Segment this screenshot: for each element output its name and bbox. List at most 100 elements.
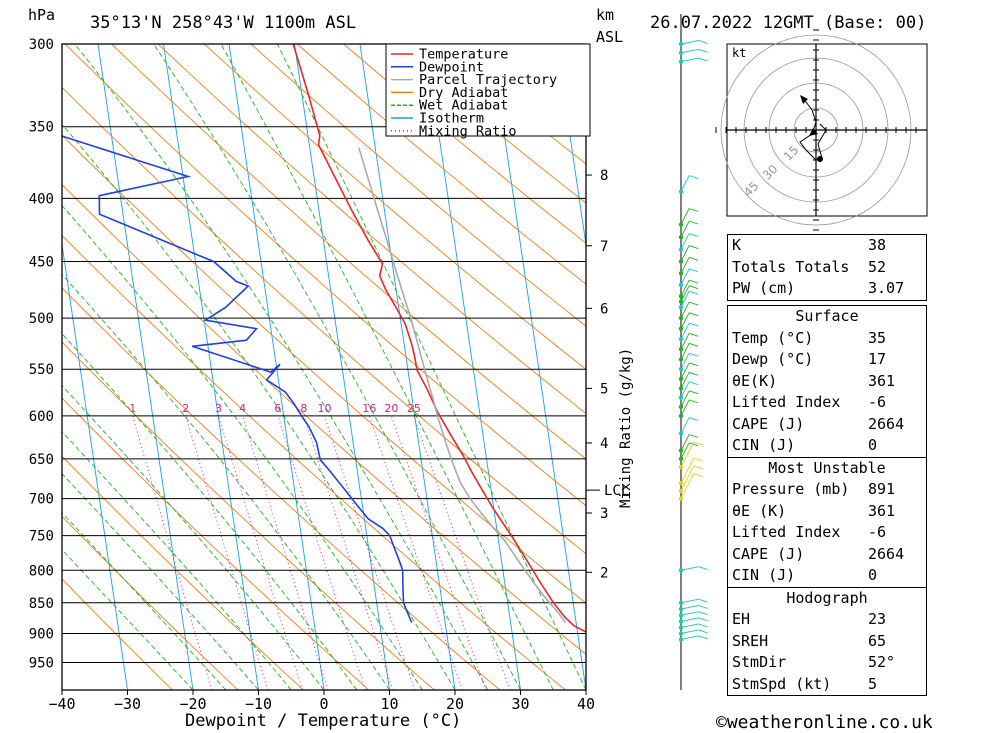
wind-barb-staff (680, 617, 699, 622)
wind-barb-flag (698, 617, 708, 622)
pressure-tick-label: 650 (29, 452, 54, 468)
wet-adiabat-line (153, 44, 521, 690)
pressure-tick-label: 700 (29, 492, 54, 508)
wind-barb-staff (680, 268, 690, 286)
wind-barb-flag (689, 312, 699, 317)
wind-barb-staff (680, 312, 690, 329)
wind-barb-flag (689, 381, 699, 386)
wind-barb-staff (680, 417, 690, 434)
km-axis: 8 7 6 5 4 3 2 LCL (586, 168, 629, 581)
wind-barb-staff (680, 623, 699, 628)
legend-label: Wet Adiabat (419, 98, 508, 114)
dry-adiabat-line (62, 397, 370, 690)
legend-label: Temperature (419, 47, 508, 63)
wind-barb-flag (698, 635, 708, 640)
surface-row: Temp (°C) 35 (732, 328, 887, 347)
surface-panel: Surface Temp (°C) 35 Dewp (°C) 17 θE(K) 361… (727, 305, 927, 696)
isotherm-line (97, 44, 194, 690)
wind-barb-staff (680, 343, 690, 360)
wet-adiabat-line (62, 273, 390, 690)
wet-adiabat-line (276, 44, 586, 690)
mixing-ratio-labels: 1 2 3 4 6 8 10 16 20 25 (129, 402, 421, 415)
pressure-tick-label: 600 (29, 409, 54, 425)
wind-barb-staff (680, 473, 695, 499)
dry-adiabat-line (62, 341, 435, 690)
series-line-parcel-trajectory (358, 147, 567, 624)
wind-barb-flag (689, 256, 699, 261)
km-tick-label: 4 (600, 436, 608, 452)
isotherm-line (62, 241, 128, 690)
mixing-ratio-line (390, 415, 487, 690)
wind-barb-flag (689, 352, 699, 357)
dry-adiabat-line (250, 44, 586, 327)
wind-barb-flag (693, 473, 703, 478)
pressure-unit-label: hPa (28, 6, 55, 24)
km-tick-label: 2 (600, 565, 608, 581)
wind-barb-flag (689, 399, 699, 404)
mixing-ratio-line (242, 415, 329, 690)
km-tick-label: 3 (600, 506, 608, 522)
wet-adiabat-line (62, 333, 358, 690)
wind-barb-flag (689, 332, 699, 337)
wind-barb-staff (680, 333, 690, 350)
pressure-tick-label: 950 (29, 655, 54, 671)
surface-row: CAPE (J) 2664 (732, 414, 905, 433)
wind-barb-flag (689, 342, 699, 347)
wind-barb-staff (680, 322, 690, 340)
isotherm-line (294, 44, 390, 690)
mixing-ratio-axis-label: Mixing Ratio (g/kg) (618, 348, 634, 508)
mixing-ratio-label: 8 (300, 402, 307, 415)
isotherm-line (163, 44, 259, 690)
mixing-ratio-label: 20 (384, 402, 398, 415)
series-line-temperature (292, 44, 586, 633)
km-tick-label: 7 (600, 239, 608, 255)
hodograph-unit-label: kt (732, 46, 746, 60)
most-unstable-title: Most Unstable (728, 456, 926, 480)
wind-barb-flag (693, 457, 703, 462)
wind-barb-flag (693, 465, 703, 470)
wind-barb-staff (680, 245, 690, 262)
dry-adiabat-line (62, 86, 586, 555)
wind-barb-staff (680, 233, 690, 250)
index-row-pw: PW (cm) 3.07 (732, 279, 905, 297)
wind-barb-staff (680, 48, 699, 54)
wind-barb-staff (680, 39, 699, 45)
wind-barb-staff (680, 457, 695, 484)
wind-barb-flag (689, 301, 699, 306)
surface-row: θE(K) 361 (732, 371, 896, 390)
isotherm-line (490, 44, 586, 690)
lcl-label: LCL (604, 483, 629, 499)
wind-barb-flag (689, 279, 699, 284)
wet-adiabat-line (62, 204, 423, 690)
x-tick-label: 20 (446, 695, 464, 713)
pressure-tick-label: 550 (29, 362, 54, 378)
wind-barb-staff (680, 441, 695, 468)
dry-adiabat-line (204, 44, 586, 370)
surface-row: CIN (J) 0 (732, 436, 878, 454)
wind-barb-flag (698, 48, 708, 53)
wind-barb-flag (689, 175, 699, 179)
pressure-tick-labels: 300 350 400 450 500 550 600 650 700 750 800 850 900 9… (29, 37, 54, 671)
wind-barb-staff (680, 465, 695, 492)
wind-barb-staff (680, 381, 690, 398)
hodograph-storm-point (817, 156, 823, 162)
mixing-ratio-line (413, 415, 511, 690)
wet-adiabat-line (62, 473, 259, 690)
x-tick-label: −10 (245, 695, 272, 713)
wind-barb-staff (680, 399, 690, 417)
hodograph-trace (799, 97, 827, 161)
wind-barb-flag (698, 598, 708, 603)
legend-label: Mixing Ratio (419, 123, 517, 139)
hodograph-row: StmDir 52° (732, 653, 896, 671)
pressure-tick-label: 850 (29, 596, 54, 612)
wind-barb-flag (698, 629, 708, 634)
mixing-ratio-label: 4 (239, 402, 246, 415)
pressure-tick-label: 500 (29, 311, 54, 327)
wind-barb-flag (689, 220, 699, 225)
mixing-ratio-label: 1 (129, 402, 136, 415)
mixing-ratio-line (303, 415, 394, 690)
wind-barb-flag (689, 417, 699, 421)
most-unstable-row: Pressure (mb) 891 (732, 480, 896, 498)
wind-barb-staff (680, 390, 690, 408)
legend-label: Dry Adiabat (419, 85, 508, 101)
